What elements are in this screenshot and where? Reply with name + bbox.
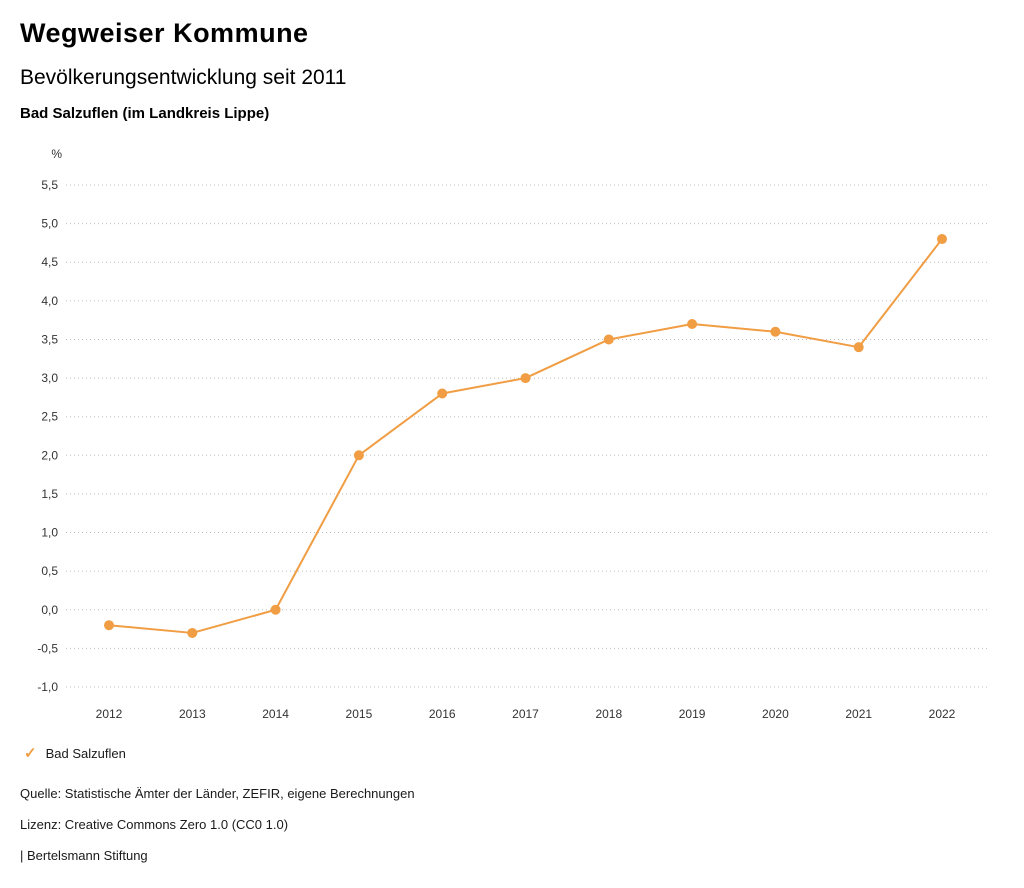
y-tick-label: -0,5: [37, 641, 58, 655]
source-note: Quelle: Statistische Ämter der Länder, Z…: [20, 786, 415, 801]
data-point[interactable]: [353, 450, 364, 461]
y-tick-label: 0,0: [41, 603, 58, 617]
series-line: [108, 238, 943, 634]
x-tick-label: 2017: [512, 707, 539, 721]
x-tick-label: 2019: [679, 707, 706, 721]
license-note: Lizenz: Creative Commons Zero 1.0 (CC0 1…: [20, 817, 289, 832]
y-tick-label: 3,5: [41, 332, 58, 346]
x-tick-label: 2016: [429, 707, 456, 721]
x-tick-label: 2015: [346, 707, 373, 721]
y-tick-label: 2,0: [41, 448, 58, 462]
brand-note: | Bertelsmann Stiftung: [20, 848, 148, 863]
x-tick-label: 2021: [845, 707, 872, 721]
y-tick-label: 5,5: [41, 178, 58, 192]
y-tick-label: 3,0: [41, 371, 58, 385]
page-title: Wegweiser Kommune: [20, 18, 309, 48]
data-point[interactable]: [270, 604, 281, 615]
data-point[interactable]: [437, 388, 448, 399]
data-point[interactable]: [937, 234, 947, 245]
chart-subtitle: Bevölkerungsentwicklung seit 2011: [20, 66, 347, 89]
y-axis-unit-label: %: [51, 147, 62, 161]
data-point[interactable]: [104, 620, 114, 631]
y-tick-label: 5,0: [41, 217, 58, 231]
x-tick-label: 2022: [929, 707, 956, 721]
x-tick-label: 2018: [595, 707, 622, 721]
x-tick-label: 2020: [762, 707, 789, 721]
legend-check-icon: ✓: [24, 745, 37, 762]
data-point[interactable]: [687, 319, 698, 330]
y-tick-label: 1,5: [41, 487, 58, 501]
y-tick-label: 0,5: [41, 564, 58, 578]
data-point[interactable]: [603, 334, 614, 345]
y-tick-label: 4,5: [41, 255, 58, 269]
y-tick-label: 2,5: [41, 410, 58, 424]
legend-series-label: Bad Salzuflen: [45, 746, 126, 761]
y-tick-label: 1,0: [41, 526, 58, 540]
x-tick-label: 2013: [179, 707, 206, 721]
data-point[interactable]: [187, 627, 198, 638]
x-tick-label: 2012: [96, 707, 123, 721]
legend[interactable]: ✓ Bad Salzuflen: [24, 746, 126, 761]
x-tick-label: 2014: [262, 707, 289, 721]
y-tick-label: 4,0: [41, 294, 58, 308]
data-point[interactable]: [770, 326, 781, 337]
data-point[interactable]: [520, 373, 531, 384]
data-point[interactable]: [853, 342, 864, 353]
region-label: Bad Salzuflen (im Landkreis Lippe): [20, 105, 270, 122]
population-line-chart: % 5,5 5,0 4,5 4,0 3,5 3,0 2,5 2,0 1,5 1,0 0,5 0,0 -0,…: [37, 147, 990, 721]
y-tick-label: -1,0: [37, 680, 58, 694]
